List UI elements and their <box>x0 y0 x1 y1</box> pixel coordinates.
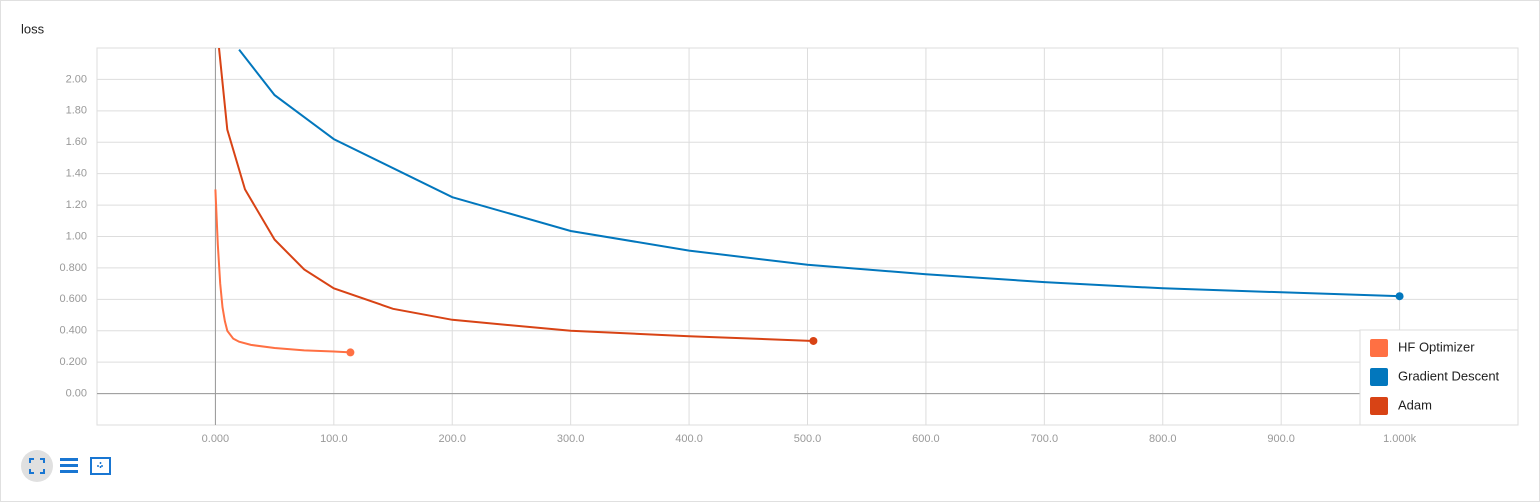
legend-swatch <box>1370 368 1388 386</box>
fit-icon <box>29 458 45 474</box>
y-tick-label: 1.60 <box>66 136 87 148</box>
y-tick-label: 1.80 <box>66 105 87 117</box>
legend-label: Adam <box>1398 397 1432 412</box>
y-tick-label: 0.400 <box>59 325 87 337</box>
y-tick-label: 0.600 <box>59 293 87 305</box>
toolbar <box>21 450 111 482</box>
series-line <box>218 48 814 342</box>
y-tick-label: 1.20 <box>66 199 87 211</box>
y-tick-label: 1.40 <box>66 168 87 180</box>
x-tick-label: 500.0 <box>794 433 822 445</box>
y-tick-label: 0.200 <box>59 356 87 368</box>
y-tick-label: 1.00 <box>66 230 87 242</box>
legend-label: Gradient Descent <box>1398 368 1500 383</box>
x-tick-label: 900.0 <box>1267 433 1295 445</box>
select-button[interactable] <box>90 457 111 475</box>
x-tick-label: 300.0 <box>557 433 585 445</box>
x-tick-label: 0.000 <box>202 433 230 445</box>
legend-swatch <box>1370 339 1388 357</box>
x-tick-label: 200.0 <box>438 433 466 445</box>
legend-swatch <box>1370 397 1388 415</box>
end-point <box>1395 292 1404 301</box>
series-line <box>214 189 351 354</box>
end-point <box>346 348 355 357</box>
y-tick-label: 0.800 <box>59 262 87 274</box>
series-line <box>238 48 1400 298</box>
x-tick-label: 400.0 <box>675 433 703 445</box>
chart-title: loss <box>21 21 45 36</box>
x-tick-label: 800.0 <box>1149 433 1177 445</box>
x-tick-label: 700.0 <box>1031 433 1059 445</box>
x-tick-label: 100.0 <box>320 433 348 445</box>
y-tick-label: 0.00 <box>66 387 87 399</box>
log-button[interactable] <box>60 458 78 473</box>
x-tick-label: 1.000k <box>1383 433 1417 445</box>
x-tick-label: 600.0 <box>912 433 940 445</box>
fit-button[interactable] <box>21 450 53 482</box>
legend-label: HF Optimizer <box>1398 339 1475 354</box>
y-tick-label: 2.00 <box>66 73 87 85</box>
end-point <box>809 336 818 345</box>
